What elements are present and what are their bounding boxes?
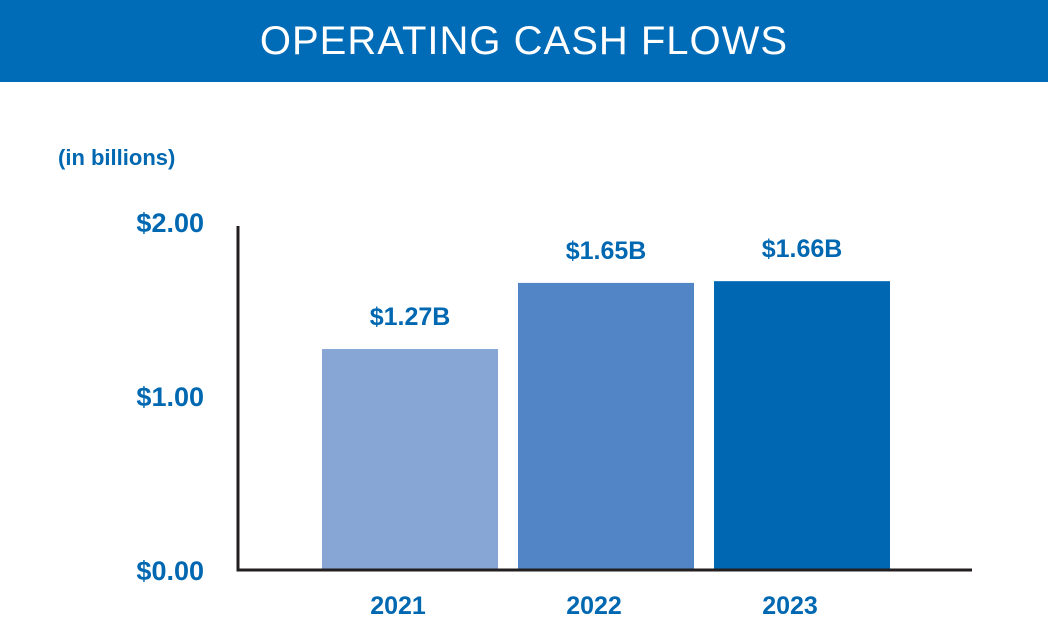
x-tick-label-2021: 2021	[370, 592, 426, 620]
title-banner: OPERATING CASH FLOWS	[0, 0, 1048, 82]
x-tick-label-2023: 2023	[762, 592, 818, 620]
value-label-2022: $1.65B	[566, 237, 647, 265]
y-tick-label: $2.00	[136, 208, 204, 238]
bar-2022	[518, 282, 694, 570]
labels-layer: $1.27B 2021 $1.65B 2022 $1.66B 2023 $0.00 $1.00…	[136, 208, 842, 620]
unit-note: (in billions)	[58, 145, 176, 170]
y-tick-label: $0.00	[136, 556, 204, 586]
bars-layer	[322, 281, 890, 570]
x-tick-label-2022: 2022	[566, 592, 622, 620]
y-tick-label: $1.00	[136, 382, 204, 412]
value-label-2023: $1.66B	[762, 235, 843, 263]
value-label-2021: $1.27B	[370, 303, 451, 331]
chart-title: OPERATING CASH FLOWS	[259, 18, 789, 63]
bar-2021	[322, 349, 498, 570]
bar-2023	[714, 281, 890, 570]
